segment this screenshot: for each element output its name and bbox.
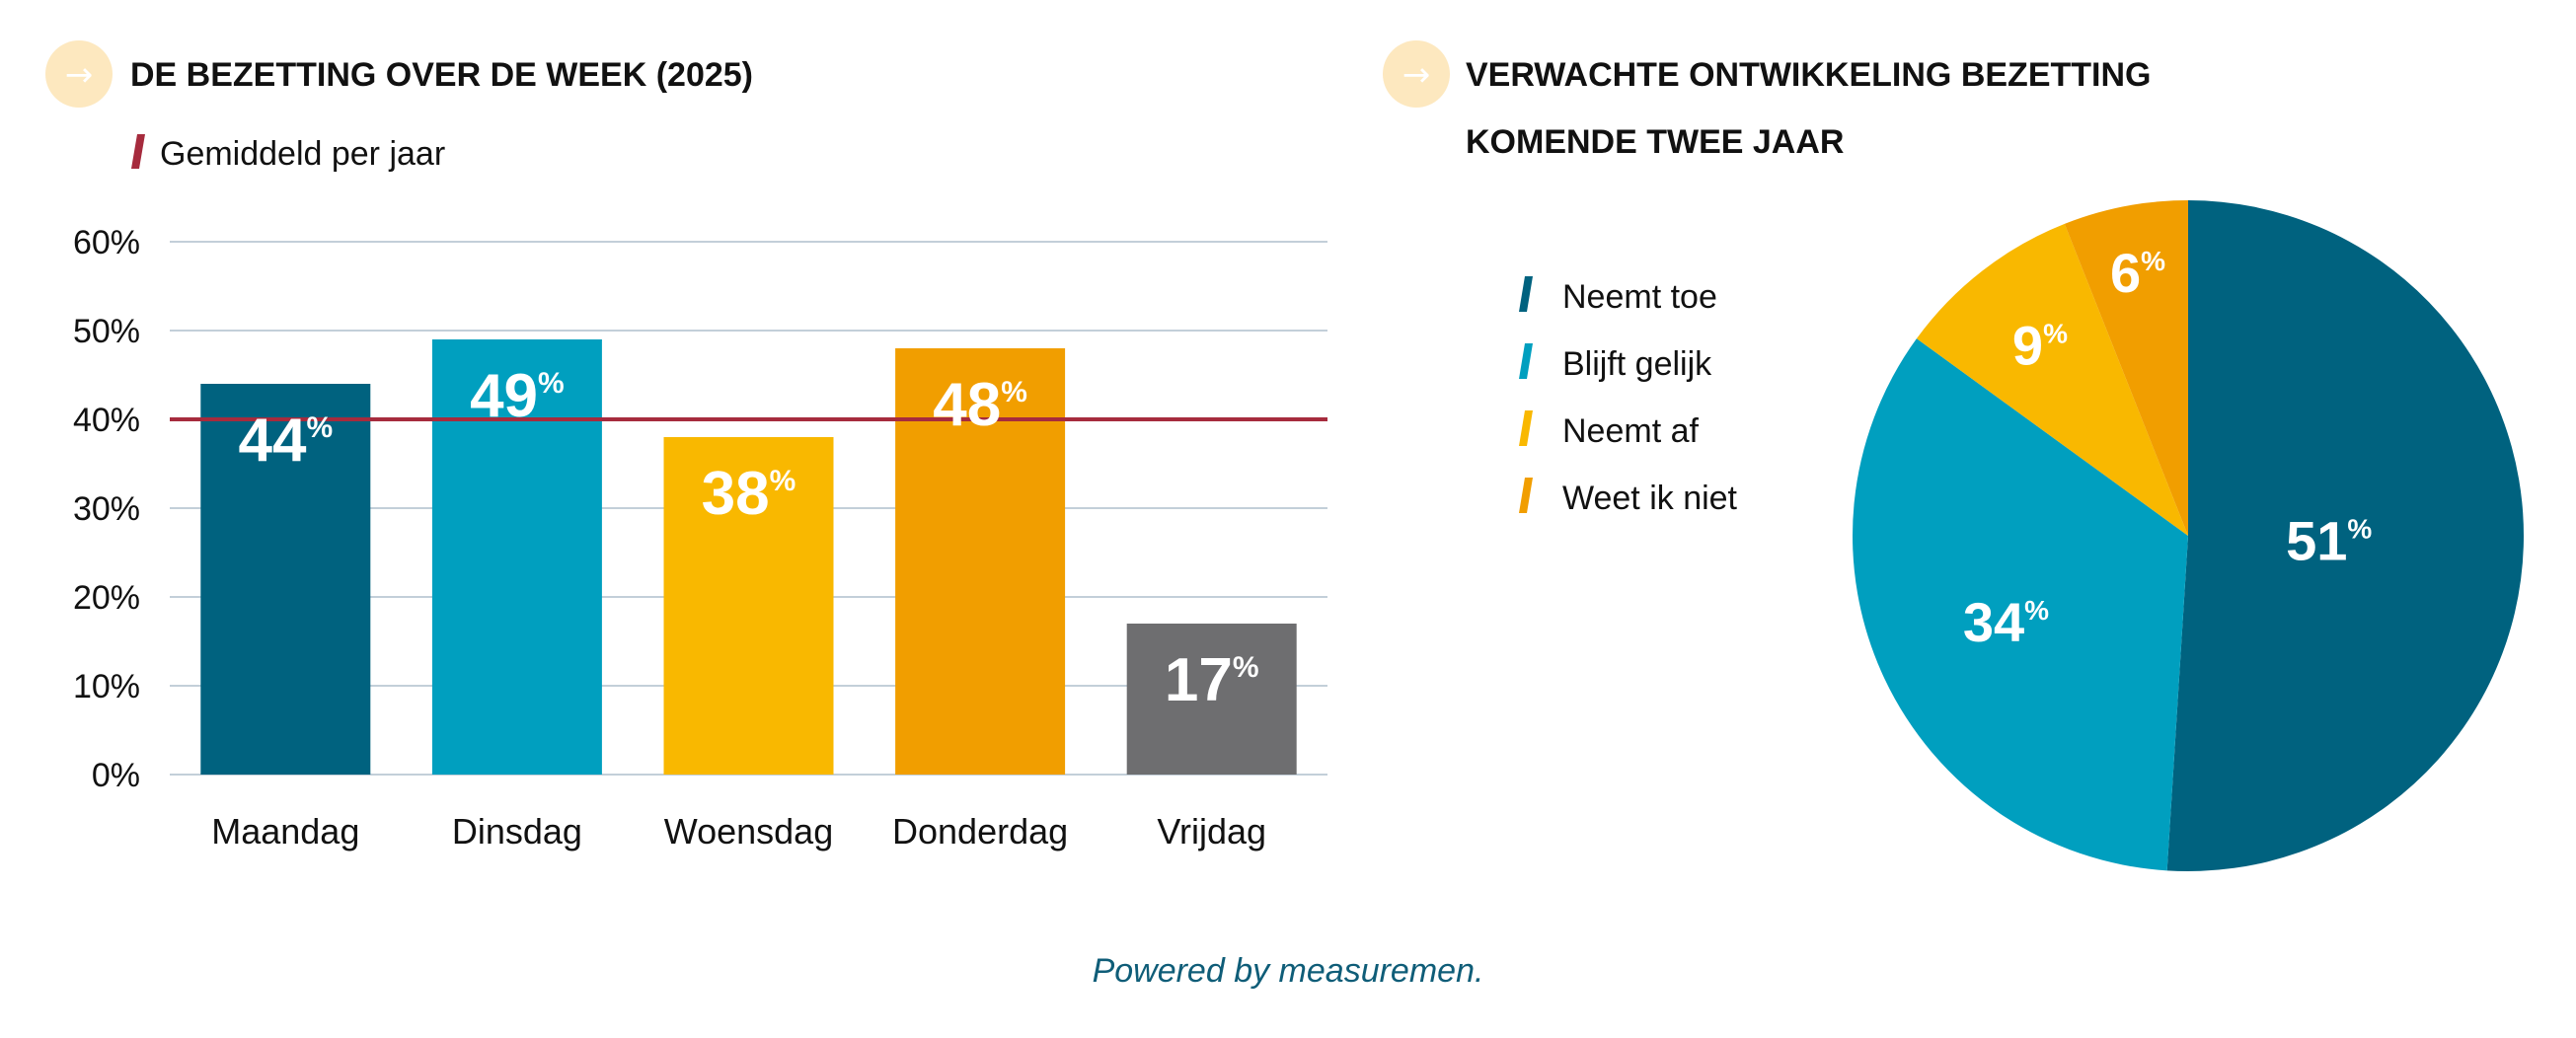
- legend-average-label: Gemiddeld per jaar: [160, 135, 445, 173]
- x-tick-label: Donderdag: [892, 811, 1068, 852]
- bar-chart-y-axis: 0% 10% 20% 30% 40% 50% 60%: [73, 224, 140, 794]
- legend-swatch: [1519, 343, 1533, 379]
- y-tick-label: 30%: [73, 490, 140, 528]
- pie-chart-value-labels: 51%34%9%6%: [1963, 242, 2373, 653]
- pie-chart-title-line-2: KOMENDE TWEE JAAR: [1466, 123, 1844, 161]
- pie-value-label: 34%: [1963, 591, 2049, 653]
- y-tick-label: 40%: [73, 402, 140, 439]
- legend-label: Neemt af: [1562, 412, 1699, 450]
- legend-label: Neemt toe: [1562, 278, 1717, 316]
- pie-chart-slices: [1852, 200, 2524, 871]
- bar-chart-bars: [200, 339, 1297, 775]
- bar-chart-title-group: → DE BEZETTING OVER DE WEEK (2025): [45, 40, 753, 108]
- legend-swatch: [1519, 276, 1533, 312]
- bar-chart-title: DE BEZETTING OVER DE WEEK (2025): [130, 56, 753, 94]
- y-tick-label: 0%: [92, 757, 140, 794]
- bar: [431, 339, 602, 775]
- x-tick-label: Vrijdag: [1157, 811, 1266, 852]
- legend-label: Weet ik niet: [1562, 480, 1738, 517]
- x-tick-label: Maandag: [211, 811, 359, 852]
- y-tick-label: 10%: [73, 668, 140, 705]
- legend-swatch: [1519, 478, 1533, 513]
- legend-swatch: [1519, 410, 1533, 446]
- arrow-right-icon: →: [65, 55, 94, 95]
- x-tick-label: Woensdag: [664, 811, 833, 852]
- footer-powered-by: Powered by measuremen.: [1092, 952, 1484, 990]
- y-tick-label: 60%: [73, 224, 140, 261]
- pie-slice: [2064, 200, 2188, 536]
- pie-slice: [1916, 223, 2188, 537]
- legend-label: Blijft gelijk: [1562, 345, 1712, 383]
- y-tick-label: 50%: [73, 313, 140, 350]
- bar-chart-legend: Gemiddeld per jaar: [131, 134, 445, 173]
- pie-chart-legend: Neemt toe Blijft gelijk Neemt af Weet ik ni…: [1519, 276, 1738, 517]
- x-tick-label: Dinsdag: [452, 811, 582, 852]
- y-tick-label: 20%: [73, 579, 140, 617]
- title-icon-circle: [1383, 40, 1450, 108]
- pie-chart-title-group: → VERWACHTE ONTWIKKELING BEZETTING KOMEN…: [1383, 40, 2151, 161]
- bar-chart-x-axis: Maandag Dinsdag Woensdag Donderdag Vrijdag: [211, 811, 1266, 852]
- bar: [200, 384, 371, 775]
- bar: [1126, 624, 1297, 775]
- pie-slice: [1852, 338, 2188, 871]
- pie-chart-title-line-1: VERWACHTE ONTWIKKELING BEZETTING: [1466, 56, 2151, 94]
- bar: [663, 437, 834, 775]
- legend-average-swatch: [131, 134, 145, 169]
- title-icon-circle: [45, 40, 113, 108]
- arrow-right-icon: →: [1402, 55, 1431, 95]
- pie-slice: [2166, 200, 2524, 871]
